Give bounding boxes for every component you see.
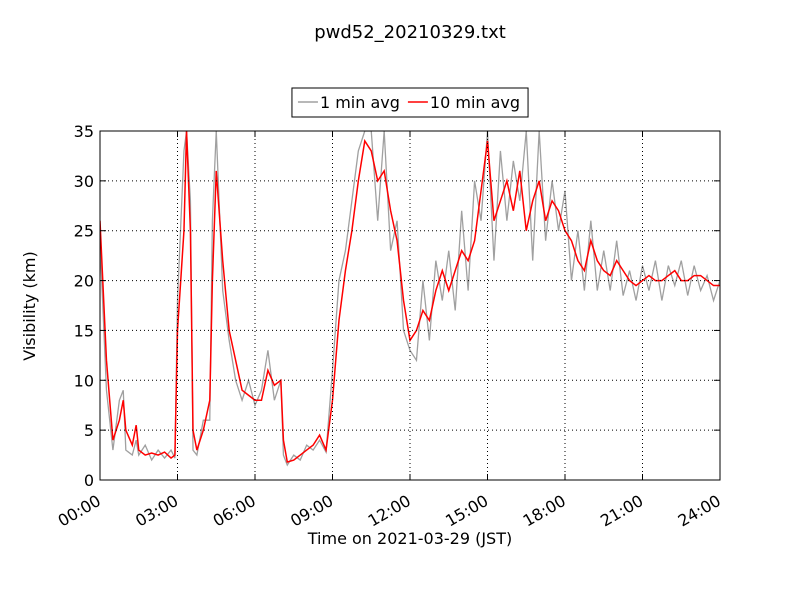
legend-label: 10 min avg xyxy=(430,93,520,112)
legend-label: 1 min avg xyxy=(320,93,400,112)
y-tick-label: 25 xyxy=(74,222,94,241)
y-tick-label: 15 xyxy=(74,321,94,340)
legend: 1 min avg 10 min avg xyxy=(291,87,529,118)
y-tick-label: 30 xyxy=(74,172,94,191)
y-tick-label: 0 xyxy=(84,471,94,490)
y-tick-label: 5 xyxy=(84,421,94,440)
y-tick-label: 10 xyxy=(74,371,94,390)
series-line xyxy=(100,131,720,464)
y-tick-label: 20 xyxy=(74,272,94,291)
y-tick-label: 35 xyxy=(74,122,94,141)
plot-frame xyxy=(99,130,721,481)
chart-title: pwd52_20210329.txt xyxy=(314,22,506,43)
y-axis-label: Visibility (km) xyxy=(20,251,39,360)
plot-lines xyxy=(100,131,720,467)
x-axis-label: Time on 2021-03-29 (JST) xyxy=(307,529,512,548)
